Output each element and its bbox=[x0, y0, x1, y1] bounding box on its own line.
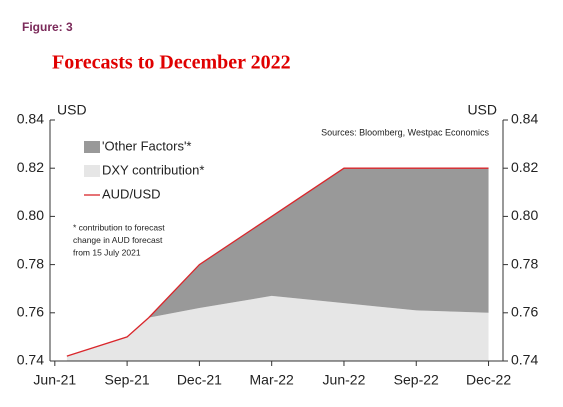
x-tick-label: Jun-22 bbox=[323, 372, 366, 388]
x-tick-label: Sep-22 bbox=[394, 372, 439, 388]
x-tick-label: Mar-22 bbox=[250, 372, 295, 388]
figure-label: Figure: 3 bbox=[22, 20, 73, 34]
legend-label: AUD/USD bbox=[102, 186, 161, 201]
y-unit-right: USD bbox=[467, 102, 497, 118]
y-tick-label: 0.82 bbox=[17, 159, 44, 175]
annotation: change in AUD forecast bbox=[73, 235, 163, 245]
legend-label: DXY contribution* bbox=[102, 162, 204, 177]
x-tick-label: Dec-21 bbox=[177, 372, 222, 388]
legend-swatch bbox=[84, 141, 100, 153]
y-tick-label: 0.78 bbox=[17, 255, 44, 271]
y-unit-left: USD bbox=[57, 102, 87, 118]
annotation: * contribution to forecast bbox=[73, 222, 165, 232]
y-tick-label: 0.80 bbox=[17, 207, 44, 223]
annotation: from 15 July 2021 bbox=[73, 247, 141, 257]
y-tick-label: 0.84 bbox=[17, 111, 44, 127]
x-tick-label: Jun-21 bbox=[33, 372, 76, 388]
y2-tick-label: 0.78 bbox=[511, 255, 538, 271]
legend-swatch bbox=[84, 165, 100, 177]
source: Sources: Bloomberg, Westpac Economics bbox=[321, 127, 489, 137]
aud-line bbox=[66, 167, 489, 357]
legend-label: 'Other Factors'* bbox=[102, 138, 192, 153]
chart-title: Forecasts to December 2022 bbox=[52, 52, 291, 74]
y2-tick-label: 0.74 bbox=[511, 352, 538, 368]
x-tick-label: Dec-22 bbox=[466, 372, 511, 388]
other-factors-area bbox=[66, 168, 489, 357]
y2-tick-label: 0.76 bbox=[511, 304, 538, 320]
y2-tick-label: 0.80 bbox=[511, 207, 538, 223]
y2-tick-label: 0.82 bbox=[511, 159, 538, 175]
y-tick-label: 0.74 bbox=[17, 352, 44, 368]
y2-tick-label: 0.84 bbox=[511, 111, 538, 127]
y-tick-label: 0.76 bbox=[17, 304, 44, 320]
dxy-area bbox=[66, 295, 489, 361]
x-tick-label: Sep-21 bbox=[105, 372, 150, 388]
